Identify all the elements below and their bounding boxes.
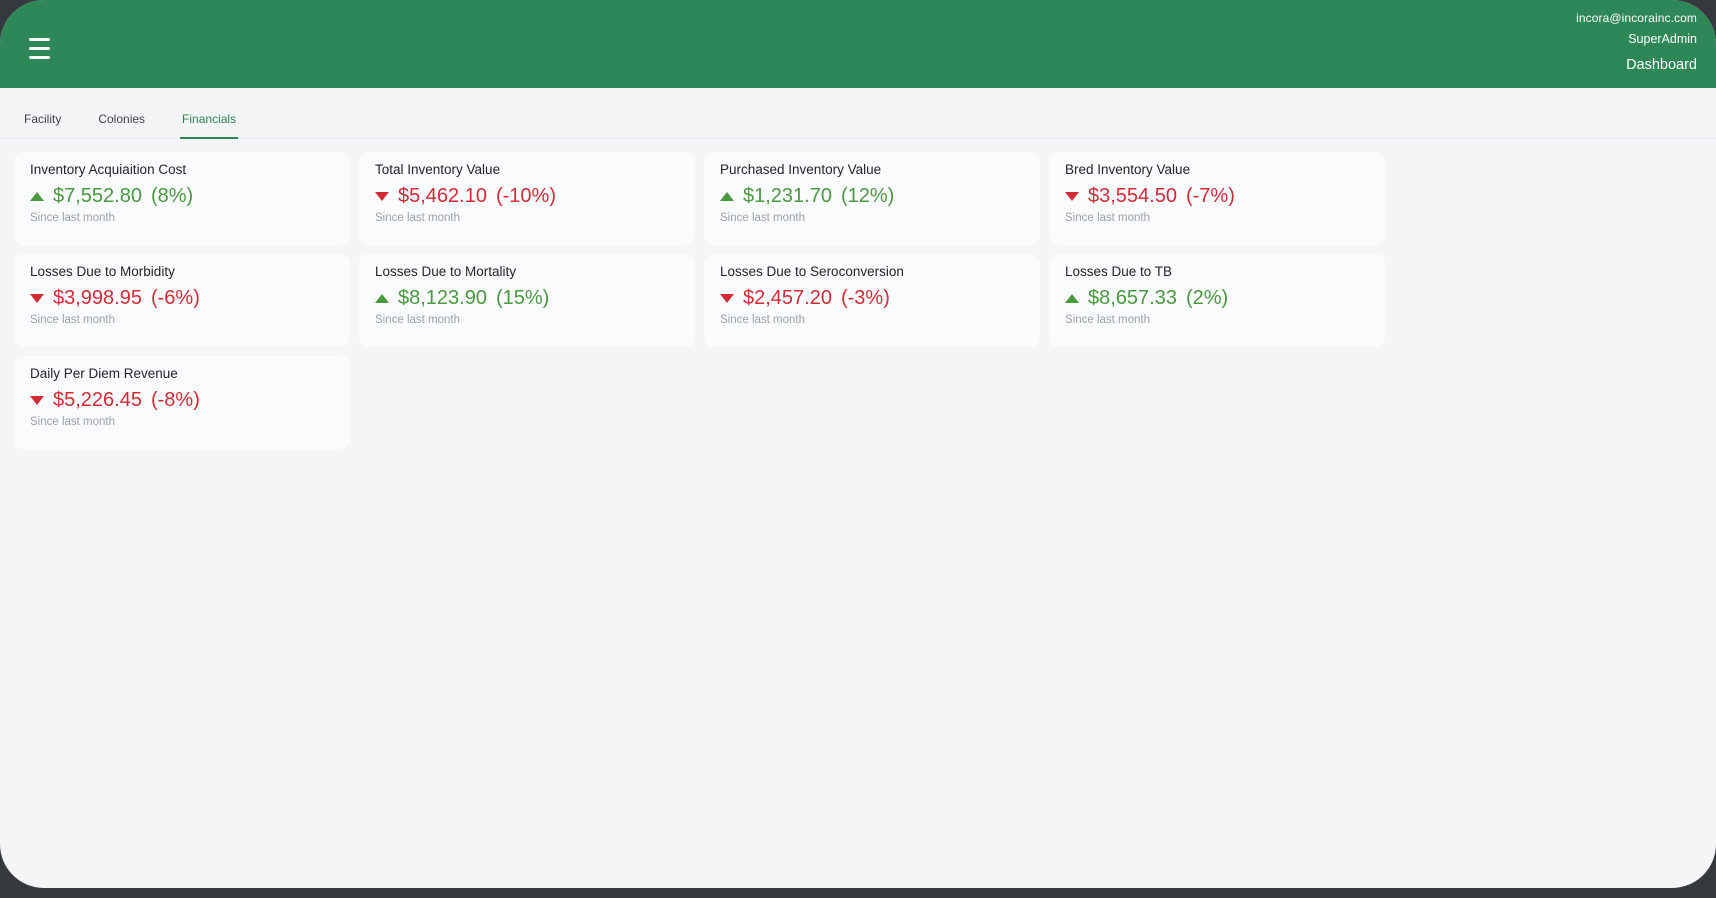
stat-card: Losses Due to TB $8,657.33 (2%) Since la…: [1049, 254, 1385, 347]
tab-facility[interactable]: Facility: [24, 112, 62, 126]
page-title: Dashboard: [1626, 56, 1697, 73]
card-caption: Since last month: [720, 314, 806, 326]
card-title: Losses Due to TB: [1065, 264, 1173, 279]
card-change: (15%): [495, 287, 550, 309]
card-value-row: $5,226.45 (-8%): [30, 388, 334, 412]
card-value-row: $8,123.90 (15%): [375, 286, 679, 310]
card-change: (2%): [1185, 287, 1229, 309]
card-caption: Since last month: [1065, 212, 1151, 224]
card-value: $5,462.10: [398, 185, 487, 207]
stat-card: Purchased Inventory Value $1,231.70 (12%…: [704, 152, 1040, 245]
card-caption: Since last month: [30, 212, 116, 224]
card-value-row: $7,552.80 (8%): [30, 184, 334, 208]
trend-down-icon: [720, 293, 734, 303]
card-value: $2,457.20: [743, 287, 832, 309]
card-caption: Since last month: [30, 416, 116, 428]
card-value: $7,552.80: [53, 185, 142, 207]
card-value-row: $2,457.20 (-3%): [720, 286, 1024, 310]
stat-card: Inventory Acquiaition Cost $7,552.80 (8%…: [14, 152, 350, 245]
trend-down-icon: [375, 191, 389, 201]
card-title: Losses Due to Mortality: [375, 264, 517, 279]
trend-up-icon: [1065, 293, 1079, 303]
card-change: (-3%): [840, 287, 890, 309]
app-header: incora@incorainc.com SuperAdmin Dashboar…: [0, 0, 1716, 88]
tab-bar: Facility Colonies Financials: [0, 88, 1716, 139]
card-change: (12%): [840, 185, 895, 207]
hamburger-menu-button[interactable]: [27, 36, 52, 61]
card-value-row: $1,231.70 (12%): [720, 184, 1024, 208]
trend-up-icon: [720, 191, 734, 201]
user-role: SuperAdmin: [1628, 32, 1697, 46]
hamburger-icon: [29, 38, 50, 59]
card-change: (-10%): [495, 185, 556, 207]
user-email: incora@incorainc.com: [1576, 11, 1697, 25]
stat-card: Daily Per Diem Revenue $5,226.45 (-8%) S…: [14, 356, 350, 449]
card-title: Total Inventory Value: [375, 162, 501, 177]
card-value-row: $3,554.50 (-7%): [1065, 184, 1369, 208]
card-title: Losses Due to Seroconversion: [720, 264, 904, 279]
trend-up-icon: [30, 191, 44, 201]
stat-card: Bred Inventory Value $3,554.50 (-7%) Sin…: [1049, 152, 1385, 245]
stat-cards-grid: Inventory Acquiaition Cost $7,552.80 (8%…: [14, 152, 1385, 449]
stat-card: Losses Due to Morbidity $3,998.95 (-6%) …: [14, 254, 350, 347]
card-title: Purchased Inventory Value: [720, 162, 882, 177]
tab-colonies[interactable]: Colonies: [98, 112, 146, 126]
card-value-row: $3,998.95 (-6%): [30, 286, 334, 310]
card-value: $3,998.95: [53, 287, 142, 309]
stat-card: Losses Due to Seroconversion $2,457.20 (…: [704, 254, 1040, 347]
card-change: (-8%): [150, 389, 200, 411]
card-value: $5,226.45: [53, 389, 142, 411]
card-change: (8%): [150, 185, 194, 207]
card-change: (-7%): [1185, 185, 1235, 207]
card-caption: Since last month: [375, 314, 461, 326]
tab-financials[interactable]: Financials: [180, 112, 239, 139]
card-value-row: $8,657.33 (2%): [1065, 286, 1369, 310]
stat-card: Losses Due to Mortality $8,123.90 (15%) …: [359, 254, 695, 347]
card-caption: Since last month: [1065, 314, 1151, 326]
trend-down-icon: [30, 395, 44, 405]
card-value: $8,657.33: [1088, 287, 1177, 309]
user-info-block: incora@incorainc.com SuperAdmin Dashboar…: [1576, 0, 1716, 72]
trend-down-icon: [30, 293, 44, 303]
card-caption: Since last month: [375, 212, 461, 224]
card-caption: Since last month: [30, 314, 116, 326]
card-caption: Since last month: [720, 212, 806, 224]
stat-card: Total Inventory Value $5,462.10 (-10%) S…: [359, 152, 695, 245]
card-value: $1,231.70: [743, 185, 832, 207]
card-title: Bred Inventory Value: [1065, 162, 1191, 177]
card-change: (-6%): [150, 287, 200, 309]
card-value-row: $5,462.10 (-10%): [375, 184, 679, 208]
card-title: Inventory Acquiaition Cost: [30, 162, 187, 177]
card-value: $8,123.90: [398, 287, 487, 309]
card-title: Losses Due to Morbidity: [30, 264, 175, 279]
card-title: Daily Per Diem Revenue: [30, 366, 178, 381]
trend-up-icon: [375, 293, 389, 303]
card-value: $3,554.50: [1088, 185, 1177, 207]
trend-down-icon: [1065, 191, 1079, 201]
